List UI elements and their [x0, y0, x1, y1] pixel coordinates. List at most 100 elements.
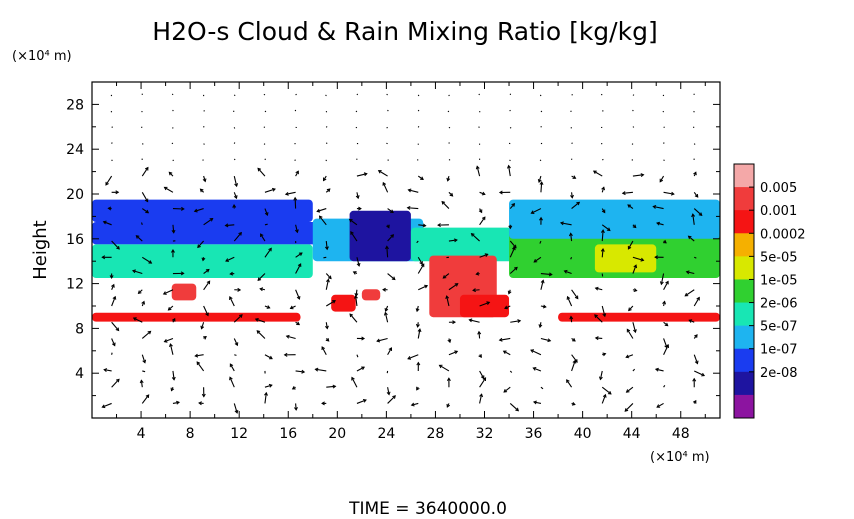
- wind-vector-212: [418, 223, 427, 228]
- y-tick-label: 16: [66, 232, 84, 248]
- wind-vector-117: [263, 143, 266, 145]
- wind-vector-207: [415, 305, 420, 313]
- wind-vector-343: [632, 368, 636, 372]
- wind-vector-123: [295, 369, 306, 374]
- y-tick-label: 4: [75, 366, 84, 382]
- colorbar-frame: [733, 163, 755, 419]
- wind-vector-263: [509, 370, 513, 373]
- wind-vector-83: [229, 363, 235, 372]
- wind-vector-96: [233, 158, 236, 161]
- wind-vector-180: [356, 93, 359, 96]
- wind-vector-184: [387, 347, 393, 355]
- wind-vector-106: [254, 317, 266, 323]
- wind-vector-239: [447, 110, 450, 113]
- wind-vector-200: [386, 93, 388, 96]
- wind-vector-363: [654, 367, 664, 372]
- wind-vector-276: [509, 159, 511, 162]
- wind-vector-358: [632, 126, 635, 128]
- wind-vector-86: [233, 314, 243, 323]
- wind-vector-249: [475, 271, 480, 276]
- wind-vector-2: [111, 378, 120, 388]
- wind-vector-232: [437, 223, 449, 228]
- wind-vector-154: [325, 188, 331, 193]
- colorbar-swatch-2: [734, 187, 754, 211]
- cloud-region-16: [558, 312, 720, 322]
- wind-vector-362: [663, 384, 666, 388]
- wind-vector-211: [416, 240, 419, 244]
- wind-vector-170: [356, 257, 361, 267]
- colorbar-swatch-5: [734, 256, 754, 280]
- wind-vector-166: [349, 313, 358, 323]
- wind-vector-94: [233, 192, 238, 200]
- wind-vector-95: [233, 175, 239, 188]
- wind-vector-84: [234, 354, 237, 356]
- wind-vector-105: [256, 330, 266, 339]
- wind-vector-332: [601, 224, 611, 232]
- wind-vector-152: [318, 215, 327, 226]
- wind-vector-108: [259, 287, 266, 292]
- colorbar-label: 0.0002: [760, 227, 806, 242]
- wind-vector-313: [571, 201, 581, 209]
- wind-vector-164: [356, 354, 359, 358]
- wind-vector-289: [540, 272, 553, 277]
- wind-vector-181: [387, 395, 396, 404]
- wind-vector-379: [662, 110, 665, 113]
- wind-vector-46: [171, 317, 176, 323]
- wind-vector-134: [284, 191, 296, 196]
- colorbar-label: 2e-06: [760, 297, 798, 312]
- wind-vector-114: [264, 187, 276, 193]
- wind-vector-215: [417, 175, 424, 181]
- wind-vector-119: [264, 110, 267, 113]
- wind-vector-122: [291, 386, 296, 390]
- y-tick-label: 8: [75, 321, 84, 337]
- wind-vector-140: [295, 93, 297, 96]
- wind-vector-175: [356, 172, 368, 177]
- wind-vector-291: [539, 240, 542, 244]
- wind-vector-143: [314, 367, 327, 372]
- wind-vector-42: [170, 386, 175, 392]
- wind-vector-324: [602, 352, 607, 357]
- wind-vector-294: [539, 181, 544, 193]
- wind-vector-34: [141, 192, 149, 203]
- wind-vector-252: [479, 216, 486, 226]
- wind-vector-231: [448, 238, 458, 243]
- wind-vector-222: [446, 377, 451, 388]
- wind-vector-275: [507, 164, 511, 177]
- wind-vector-115: [257, 167, 266, 177]
- wind-vector-125: [285, 334, 296, 340]
- cloud-region-2: [92, 222, 362, 245]
- wind-vector-254: [479, 191, 486, 196]
- wind-vector-172: [348, 218, 358, 226]
- wind-vector-367: [662, 300, 667, 307]
- wind-vector-391: [687, 235, 695, 242]
- wind-vector-128: [295, 289, 301, 300]
- wind-vector-182: [386, 387, 391, 396]
- wind-vector-16: [111, 159, 113, 162]
- wind-vector-66: [200, 322, 205, 330]
- colorbar-swatch-7: [734, 302, 754, 327]
- wind-vector-238: [448, 126, 451, 129]
- wind-vector-153: [316, 208, 327, 213]
- wind-vector-312: [559, 221, 572, 226]
- wind-vector-21: [141, 394, 150, 404]
- wind-vector-292: [539, 216, 543, 225]
- wind-vector-35: [141, 166, 149, 177]
- wind-vector-306: [569, 315, 574, 323]
- wind-vector-278: [509, 127, 512, 129]
- wind-vector-245: [477, 330, 482, 339]
- time-readout: TIME = 3640000.0: [348, 499, 507, 519]
- wind-vector-187: [384, 305, 389, 312]
- wind-vector-282: [540, 386, 544, 390]
- wind-vector-334: [601, 186, 606, 193]
- wind-vector-186: [383, 311, 389, 323]
- wind-vector-355: [632, 173, 645, 177]
- wind-vector-169: [352, 271, 358, 275]
- wind-vector-171: [350, 231, 358, 242]
- wind-vector-255: [475, 165, 481, 177]
- wind-vector-163: [356, 366, 366, 372]
- wind-vector-353: [627, 204, 634, 210]
- wind-vector-366: [663, 321, 669, 327]
- wind-vector-333: [601, 208, 606, 214]
